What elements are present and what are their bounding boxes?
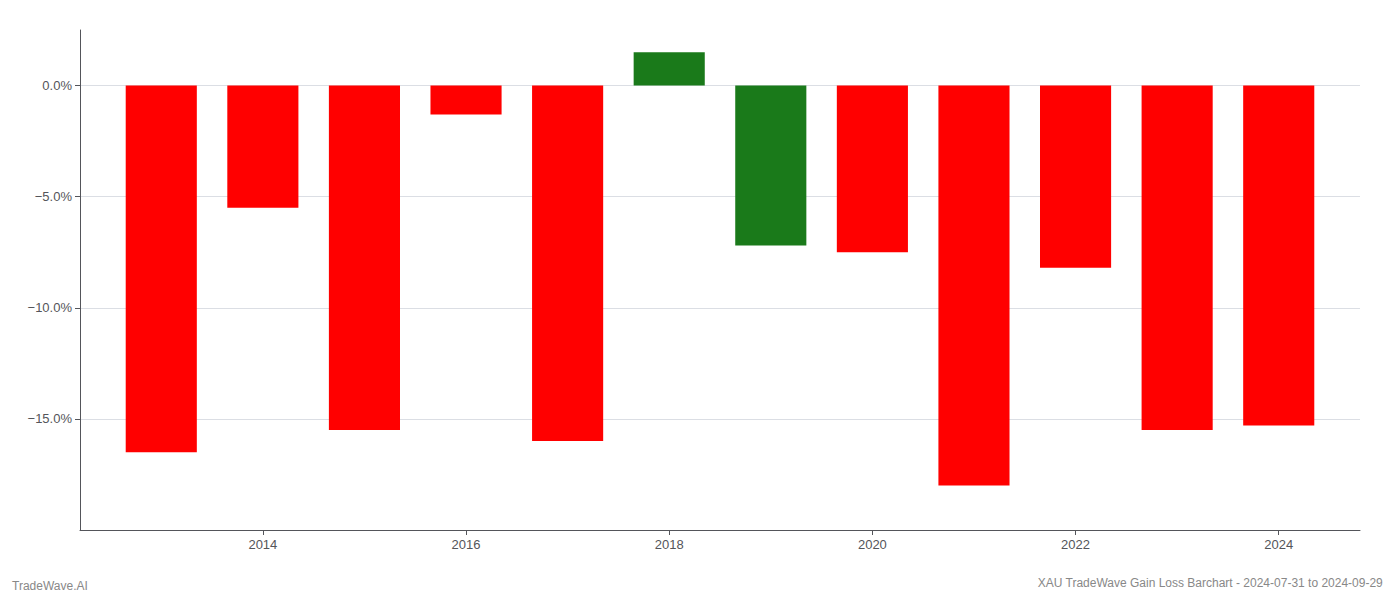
svg-text:−5.0%: −5.0% [35,189,73,204]
svg-text:0.0%: 0.0% [42,78,72,93]
svg-text:XAU TradeWave Gain Loss Barcha: XAU TradeWave Gain Loss Barchart - 2024-… [1038,576,1383,590]
svg-text:2024: 2024 [1264,537,1293,552]
svg-text:2022: 2022 [1061,537,1090,552]
svg-text:2016: 2016 [452,537,481,552]
svg-text:−15.0%: −15.0% [28,411,73,426]
svg-text:2020: 2020 [858,537,887,552]
svg-text:2014: 2014 [248,537,277,552]
svg-text:2018: 2018 [655,537,684,552]
svg-text:TradeWave.AI: TradeWave.AI [12,579,88,593]
svg-text:−10.0%: −10.0% [28,300,73,315]
